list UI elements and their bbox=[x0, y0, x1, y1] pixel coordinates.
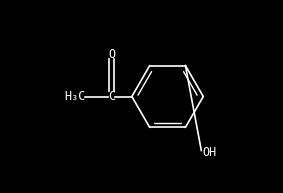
Text: C: C bbox=[108, 90, 115, 103]
Text: O: O bbox=[108, 47, 115, 61]
Text: H₃C: H₃C bbox=[64, 90, 85, 103]
Text: OH: OH bbox=[202, 146, 216, 159]
